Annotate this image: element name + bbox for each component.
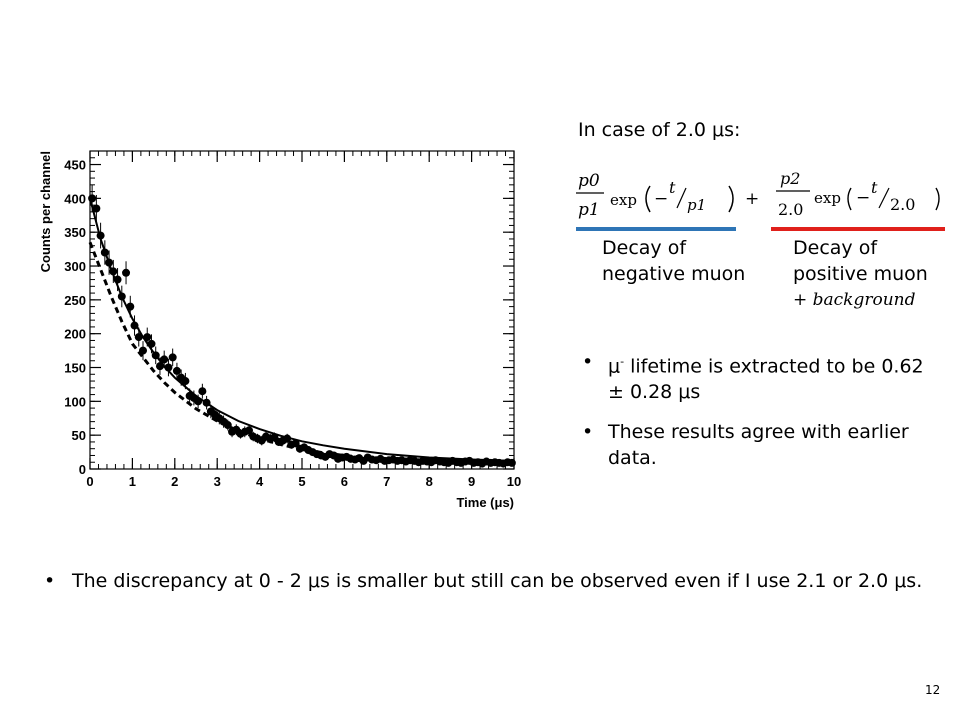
data-point <box>223 421 232 430</box>
data-point <box>172 366 181 375</box>
negative-caption-line1: Decay of <box>602 237 687 259</box>
y-tick-label: 300 <box>64 259 86 274</box>
formula-plus: + <box>745 189 759 209</box>
x-tick-label: 4 <box>256 474 264 489</box>
y-tick-label: 100 <box>64 394 86 409</box>
formula-tau-2: 2.0 <box>890 195 915 214</box>
positive-caption-line2: positive muon <box>793 263 928 285</box>
paren-open-1 <box>645 185 651 213</box>
paren-open-2 <box>847 187 852 211</box>
x-tick-label: 10 <box>507 474 521 489</box>
bottom-bullet-text: The discrepancy at 0 - 2 μs is smaller b… <box>72 570 923 592</box>
bullet-lifetime-sup: - <box>620 355 625 368</box>
bullet-lifetime-text: lifetime is extracted to be 0.62 ± 0.28 … <box>608 355 924 404</box>
data-point <box>245 426 253 435</box>
fit-formula: p0 p1 exp − t p1 + p2 2.0 exp − t 2.0 <box>576 169 940 220</box>
x-tick-label: 8 <box>426 474 433 489</box>
negative-caption-line2: negative muon <box>602 263 746 285</box>
data-point <box>122 268 131 277</box>
page-number: 12 <box>925 683 941 697</box>
y-tick-label: 400 <box>64 191 86 206</box>
bullet-dot: • <box>582 351 594 373</box>
y-tick-label: 0 <box>79 462 86 477</box>
data-point <box>160 355 169 364</box>
formula-numerator-2: p2 <box>780 169 800 188</box>
formula-minus-2: − <box>856 188 870 208</box>
data-point <box>291 439 300 448</box>
negative-muon-caption: Decay of negative muon <box>602 235 745 287</box>
positive-muon-caption: Decay of positive muon + background <box>793 235 928 313</box>
case-heading: In case of 2.0 μs: <box>578 119 741 141</box>
decay-time-plot: 0 1 2 3 4 5 6 7 8 9 10 0 50 100 150 200 250 300 350 400 450 T… <box>36 143 526 515</box>
bullet-dot: • <box>44 570 56 592</box>
data-point <box>181 377 190 386</box>
bullet-agreement-text: These results agree with earlier data. <box>608 421 909 470</box>
paren-close-1 <box>728 185 734 213</box>
x-tick-label: 3 <box>214 474 221 489</box>
positive-caption-line1: Decay of <box>793 237 878 259</box>
paren-close-2 <box>935 187 940 211</box>
formula-t-1: t <box>669 178 676 197</box>
x-tick-label: 6 <box>341 474 348 489</box>
x-tick-label: 7 <box>383 474 390 489</box>
formula-t-2: t <box>871 178 878 197</box>
x-tick-label: 1 <box>129 474 136 489</box>
y-tick-label: 200 <box>64 327 86 342</box>
y-tick-label: 150 <box>64 361 86 376</box>
bullet-lifetime: • μ- lifetime is extracted to be 0.62 ± … <box>582 349 932 405</box>
formula-minus-1: − <box>654 189 668 209</box>
formula-tau-1: p1 <box>687 196 706 214</box>
x-tick-label: 2 <box>171 474 178 489</box>
y-tick-label: 350 <box>64 225 86 240</box>
formula-exp-1: exp <box>610 191 637 209</box>
y-tick-label: 250 <box>64 293 86 308</box>
fit-curve-component <box>88 241 515 466</box>
data-point <box>92 204 101 213</box>
data-point <box>198 387 207 396</box>
bullet-lifetime-mu: μ <box>608 355 621 378</box>
x-tick-label: 9 <box>468 474 475 489</box>
background-term: + background <box>793 290 916 310</box>
y-tick-label: 450 <box>64 158 86 173</box>
formula-exp-2: exp <box>814 189 841 207</box>
y-axis-title: Counts per channel <box>38 151 53 272</box>
negative-muon-underline <box>576 227 736 231</box>
x-tick-label: 5 <box>298 474 305 489</box>
plot-svg: 0 1 2 3 4 5 6 7 8 9 10050100150200250300350400450T… <box>38 150 521 510</box>
formula-numerator-1: p0 <box>578 171 600 191</box>
data-point <box>168 353 177 362</box>
bullet-agreement: • These results agree with earlier data. <box>582 419 932 471</box>
x-tick-label: 0 <box>86 474 93 489</box>
x-axis-title: Time (μs) <box>456 495 514 510</box>
result-bullets: • μ- lifetime is extracted to be 0.62 ± … <box>582 349 932 485</box>
formula-denominator-1: p1 <box>578 200 600 220</box>
y-tick-label: 50 <box>72 428 86 443</box>
bullet-dot: • <box>582 421 594 444</box>
bottom-bullet: • The discrepancy at 0 - 2 μs is smaller… <box>44 567 944 595</box>
fit-curve-total <box>89 198 515 462</box>
slash-1 <box>676 187 687 209</box>
formula-denominator-2: 2.0 <box>778 200 803 219</box>
positive-muon-underline <box>771 227 945 231</box>
slash-2 <box>878 187 890 209</box>
data-point <box>88 194 97 203</box>
plot-frame-box <box>89 150 515 470</box>
